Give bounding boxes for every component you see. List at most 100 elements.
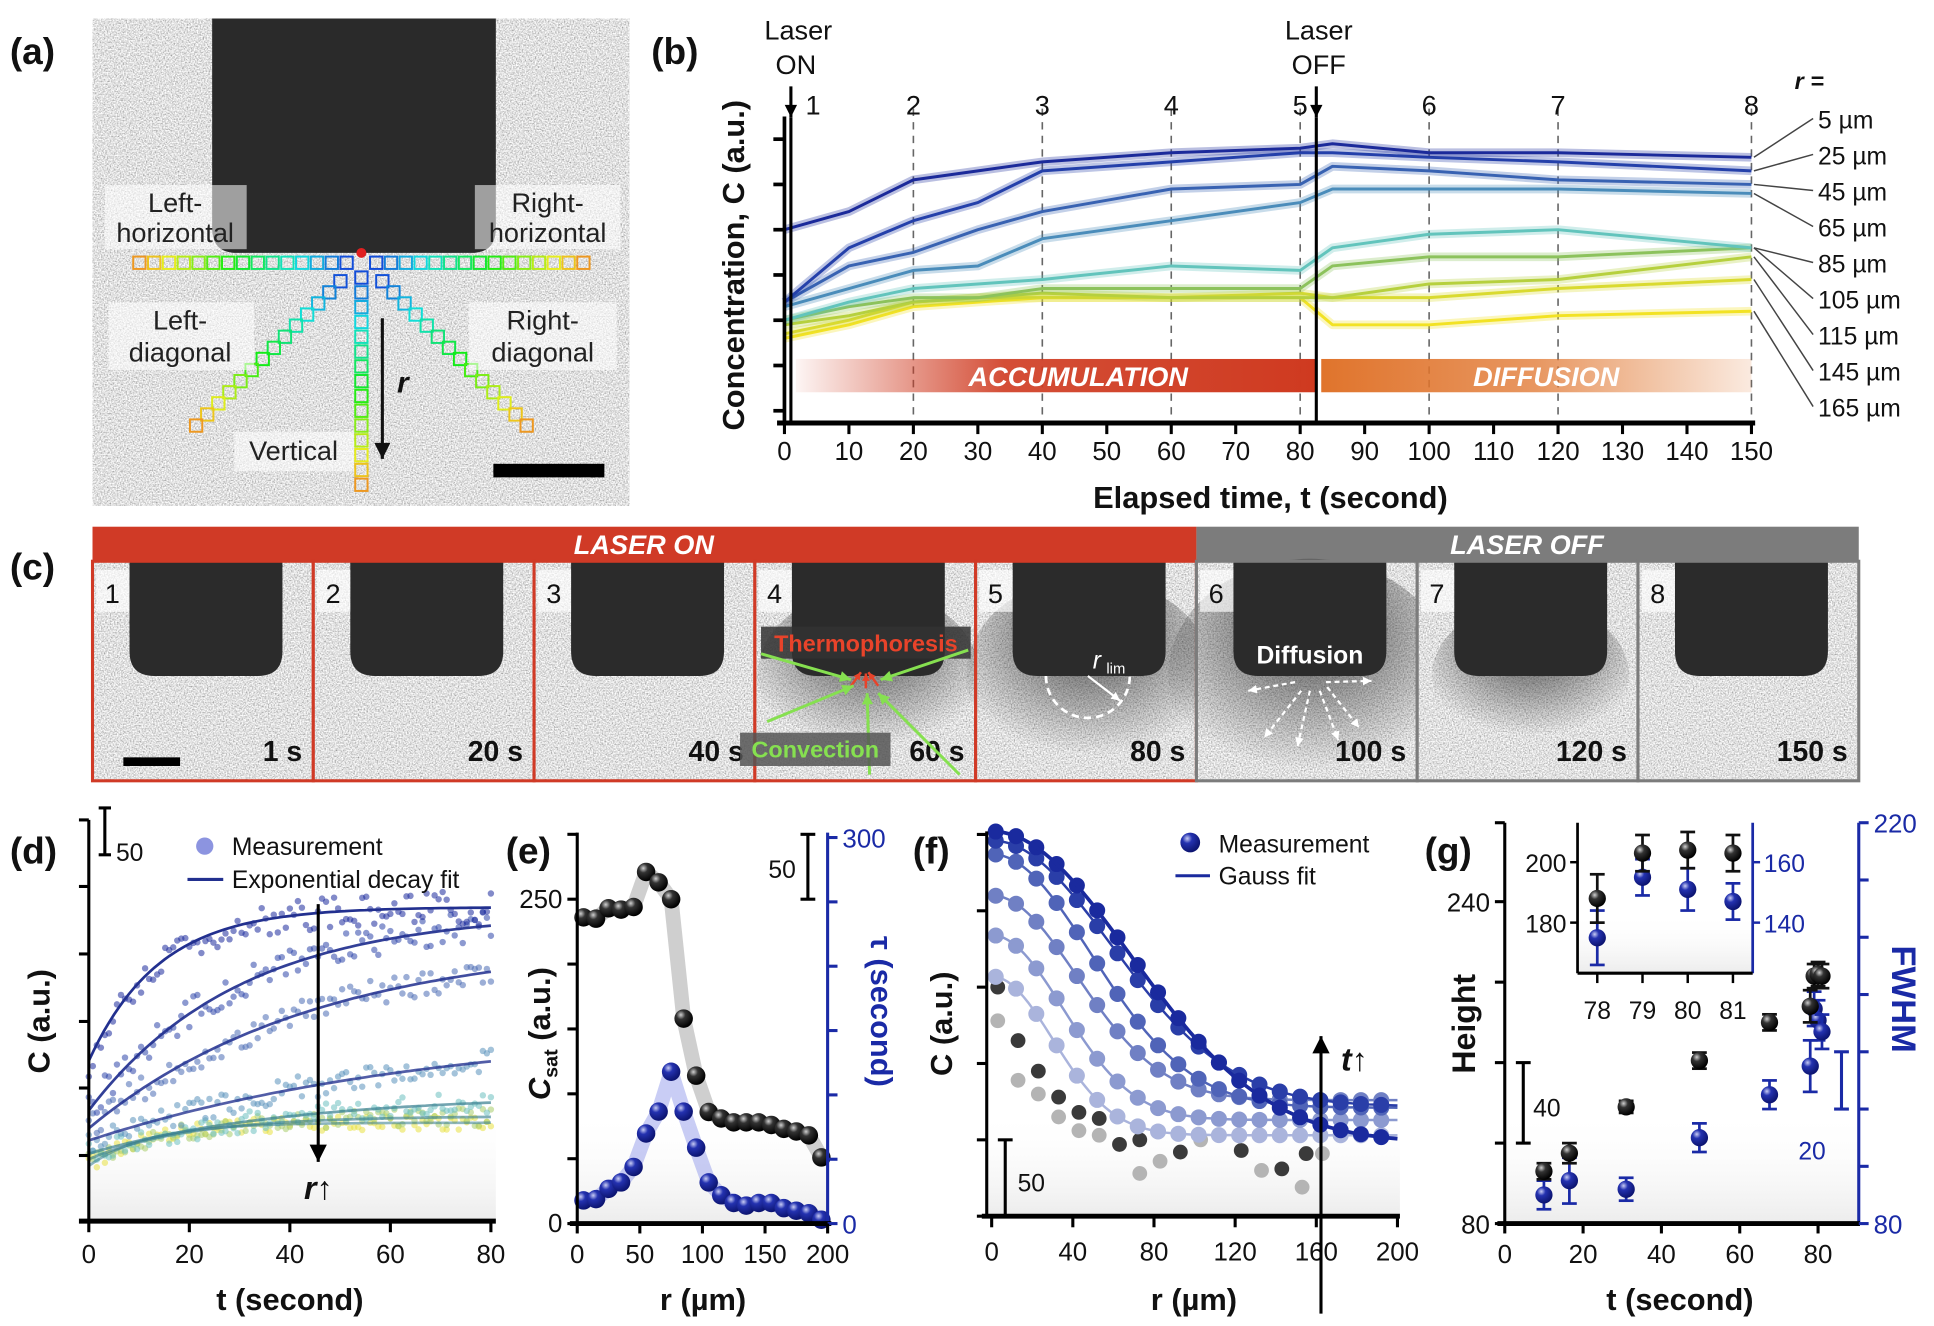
x-tick-label: 110 — [1473, 438, 1514, 466]
label-box-vertical — [234, 431, 354, 472]
measurement-point — [443, 1126, 450, 1133]
convection-arrow-shaft — [877, 692, 961, 776]
frame-number: 2 — [325, 578, 340, 609]
sampling-square — [475, 374, 490, 389]
measurement-point — [125, 1080, 133, 1088]
r-direction-arrow — [374, 318, 391, 459]
x-tick-label: 30 — [963, 438, 992, 466]
series-line-2 — [783, 164, 1752, 304]
measurement-point — [182, 999, 189, 1006]
measurement-point — [290, 1082, 298, 1090]
sampling-square — [354, 448, 369, 463]
tau-point — [586, 1189, 606, 1209]
measurement-point — [274, 1078, 281, 1085]
measurement-point — [487, 932, 495, 939]
measurement-point — [411, 994, 418, 1001]
sampling-square — [221, 255, 236, 270]
legend-connector — [1753, 247, 1814, 264]
x-tick-label: 80 — [1140, 1239, 1169, 1267]
legend-label: 25 µm — [1818, 143, 1887, 170]
x-tick-label: 80 — [476, 1241, 505, 1269]
scale-bar-label: 50 — [768, 857, 795, 884]
sampling-square — [354, 329, 369, 344]
measurement-point — [330, 1104, 338, 1111]
y-tick-label-right: 0 — [842, 1211, 856, 1239]
inset-height-point — [1724, 844, 1742, 862]
legend-label: 105 µm — [1818, 287, 1901, 314]
measurement-point — [483, 1109, 491, 1116]
measurement-point — [427, 942, 434, 950]
frame-time: 120 s — [1556, 736, 1627, 768]
laser-off-label: LASER OFF — [1450, 529, 1605, 560]
height-point — [1813, 967, 1831, 985]
label-left-horizontal: horizontal — [116, 217, 234, 248]
measurement-point — [105, 1030, 113, 1037]
measurement-point — [419, 913, 426, 921]
diffusion-arrow-shaft — [1263, 690, 1303, 739]
measurement-point — [346, 983, 354, 990]
measurement-point — [145, 1054, 153, 1061]
legend-connector — [1753, 117, 1814, 158]
early-measurement-point — [1071, 1123, 1087, 1139]
phase-label: ACCUMULATION — [968, 361, 1190, 392]
x-tick-label: 120 — [1536, 438, 1579, 466]
early-measurement-point — [1071, 1104, 1087, 1120]
t-increase-arrow-head — [1312, 1036, 1330, 1054]
csat-point — [799, 1126, 819, 1145]
x-tick-label: 20 — [899, 438, 928, 466]
measurement-point — [427, 1071, 434, 1079]
measurement-point — [443, 982, 450, 989]
measurement-point — [399, 1094, 406, 1101]
legend-connector — [1753, 247, 1814, 300]
measurement-point — [133, 1146, 141, 1153]
measurement-point — [487, 1093, 495, 1101]
x-tick-label: 0 — [1498, 1241, 1512, 1269]
x-tick-label: 40 — [1058, 1239, 1087, 1267]
fit-curve-1 — [87, 924, 492, 1112]
sampling-square — [354, 314, 369, 330]
frame-number-box — [1200, 569, 1234, 612]
convection-arrow-head — [878, 693, 890, 705]
convection-arrow-shaft — [880, 648, 969, 682]
laser-marker-label: Laser — [764, 15, 832, 46]
y-axis-label-right: τ (second) — [864, 936, 899, 1087]
frame-8: 8 150 s — [1636, 559, 1861, 783]
tau-point — [624, 1157, 643, 1177]
y-axis-label-right: FWHM — [1884, 945, 1922, 1052]
x-tick-label: 70 — [1221, 438, 1250, 466]
panel-label-g: (g) — [1425, 830, 1472, 871]
measurement-point — [439, 938, 446, 946]
sampling-square — [561, 255, 576, 270]
x-tick-label: 200 — [806, 1241, 849, 1269]
sampling-square — [508, 407, 523, 422]
measurement-point — [238, 1105, 245, 1112]
measurement-point — [338, 956, 346, 963]
measurement-point — [302, 921, 310, 929]
measurement-point — [371, 946, 378, 954]
x-tick-label: 40 — [1647, 1241, 1676, 1269]
early-measurement-point — [1152, 1153, 1168, 1169]
x-tick-label: 50 — [625, 1241, 654, 1269]
early-measurement-point — [1172, 1144, 1188, 1160]
measurement-point — [310, 1113, 318, 1121]
frame-6: 6 100 s — [1168, 558, 1452, 794]
measurement-point — [282, 971, 290, 978]
sampling-square — [397, 296, 412, 311]
measurement-point — [322, 1100, 330, 1107]
series-line-3 — [784, 187, 1752, 309]
tau-point — [674, 1102, 693, 1121]
panel-label-b: (b) — [651, 31, 698, 72]
measurement-point — [157, 1107, 165, 1114]
x-tick-label: 20 — [1569, 1241, 1598, 1269]
diffusion-arrow-shaft — [1326, 686, 1361, 729]
measurement-point — [153, 1022, 161, 1029]
measurement-point — [266, 1100, 273, 1108]
measurement-point — [178, 1122, 185, 1129]
sampling-square — [354, 433, 369, 448]
inset-fwhm-point — [1724, 892, 1742, 911]
height-point — [1690, 1051, 1709, 1070]
height-point — [1535, 1162, 1553, 1180]
r-lim-label: r — [1093, 648, 1103, 675]
measurement-point — [230, 993, 237, 1000]
